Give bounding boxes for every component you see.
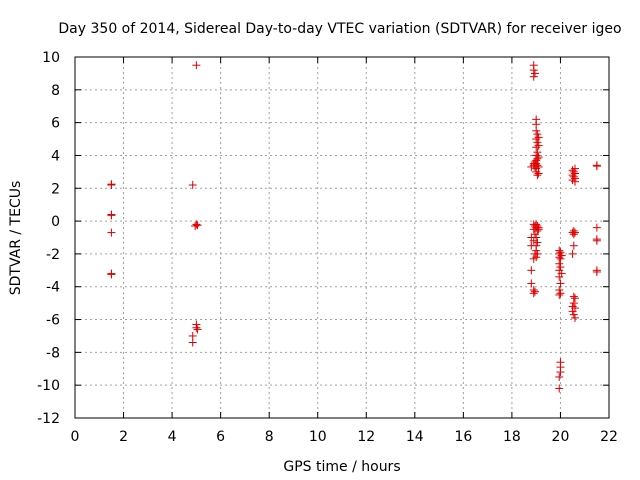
data-point <box>107 211 116 220</box>
data-point <box>556 263 565 272</box>
data-point <box>592 267 601 276</box>
data-point <box>188 180 197 189</box>
data-point <box>192 61 201 70</box>
data-point <box>533 249 542 258</box>
data-point <box>533 130 542 139</box>
plot-frame <box>74 56 610 419</box>
data-point <box>534 153 543 162</box>
data-point <box>568 249 577 258</box>
x-tick-label: 4 <box>168 429 177 445</box>
y-tick-label: -2 <box>46 247 60 263</box>
data-point <box>571 294 580 303</box>
y-tick-label: 8 <box>51 83 60 99</box>
data-point <box>533 171 542 180</box>
y-tick-label: 2 <box>51 181 60 197</box>
data-point <box>529 289 538 298</box>
data-point <box>191 222 200 231</box>
y-axis-label: SDTVAR / TECUs <box>8 181 24 296</box>
data-point <box>533 226 542 235</box>
data-point <box>557 269 566 278</box>
data-point <box>529 72 538 81</box>
chart-title: Day 350 of 2014, Sidereal Day-to-day VTE… <box>58 21 621 37</box>
data-point <box>188 338 197 347</box>
data-point <box>569 310 578 319</box>
data-point <box>569 172 578 181</box>
x-tick-label: 16 <box>454 429 472 445</box>
data-point <box>557 251 566 260</box>
y-tick-label: 6 <box>51 116 60 132</box>
data-point <box>532 253 541 262</box>
data-point <box>556 279 565 288</box>
data-point <box>555 372 564 381</box>
data-point <box>527 266 536 275</box>
data-point <box>556 289 565 298</box>
data-point <box>571 304 580 313</box>
data-point <box>569 230 578 239</box>
data-point <box>534 169 543 178</box>
y-tick-label: -8 <box>46 345 60 361</box>
data-point <box>533 238 542 247</box>
x-tick-label: 18 <box>503 429 521 445</box>
y-tick-label: 4 <box>51 148 60 164</box>
x-axis-label: GPS time / hours <box>283 459 400 475</box>
data-point <box>592 236 601 245</box>
data-points <box>107 61 601 393</box>
x-tick-label: 6 <box>216 429 225 445</box>
data-point <box>193 325 202 334</box>
x-tick-label: 20 <box>552 429 570 445</box>
data-point <box>571 228 580 237</box>
data-point <box>192 323 201 332</box>
data-point <box>532 233 541 242</box>
data-point <box>192 220 201 229</box>
data-point <box>556 368 565 377</box>
y-tick-label: -10 <box>37 378 60 394</box>
data-point <box>534 225 543 234</box>
data-point <box>592 223 601 232</box>
data-point <box>107 180 116 189</box>
data-point <box>107 228 116 237</box>
y-tick-labels: -12 -10 -8 -6 -4 -2 0 2 4 6 8 10 <box>37 50 60 427</box>
x-tick-label: 0 <box>71 429 80 445</box>
data-point <box>532 126 541 135</box>
data-point <box>533 161 542 170</box>
y-tick-label: 10 <box>42 50 60 66</box>
data-point <box>527 279 536 288</box>
data-point <box>533 138 542 147</box>
data-point <box>530 287 539 296</box>
data-point <box>555 384 564 393</box>
y-tick-label: -4 <box>46 280 60 296</box>
x-tick-label: 10 <box>309 429 327 445</box>
y-tick-label: 0 <box>51 214 60 230</box>
x-tick-label: 2 <box>119 429 128 445</box>
data-point <box>107 270 116 279</box>
y-tick-label: -6 <box>46 313 60 329</box>
data-point <box>556 254 565 263</box>
axis-ticks <box>74 56 610 419</box>
data-point <box>530 69 539 78</box>
data-point <box>592 161 601 170</box>
x-tick-label: 14 <box>406 429 424 445</box>
data-point <box>569 241 578 250</box>
grid-lines <box>75 57 609 418</box>
x-tick-label: 12 <box>357 429 375 445</box>
y-tick-label: -12 <box>37 411 60 427</box>
data-point <box>534 133 543 142</box>
data-point <box>534 141 543 150</box>
data-point <box>569 299 578 308</box>
x-tick-label: 8 <box>265 429 274 445</box>
x-tick-labels: 0 2 4 6 8 10 12 14 16 18 20 22 <box>71 429 618 445</box>
data-point <box>571 177 580 186</box>
data-point <box>555 290 564 299</box>
x-tick-label: 22 <box>600 429 618 445</box>
data-point <box>571 313 580 322</box>
